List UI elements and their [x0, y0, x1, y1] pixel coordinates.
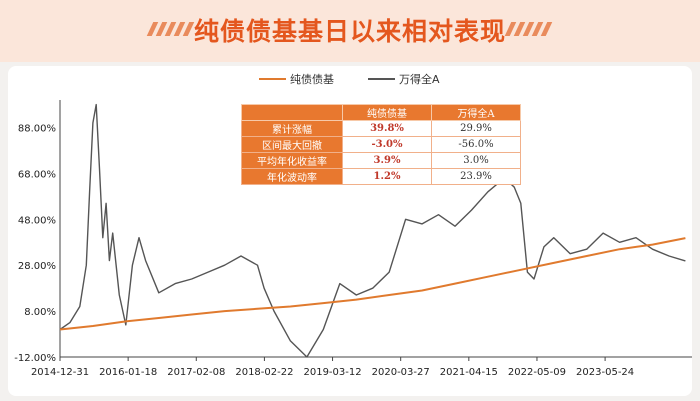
stats-value-index: 29.9% [431, 120, 521, 137]
x-tick-label: 2021-04-15 [440, 367, 498, 378]
legend-label-index: 万得全A [399, 72, 440, 86]
stats-row: 年化波动率 1.2% 23.9% [241, 168, 521, 185]
x-tick-label: 2020-03-27 [372, 367, 430, 378]
stats-header-bond: 纯债债基 [342, 104, 432, 121]
stats-value-index: 3.0% [431, 152, 521, 169]
stats-value-bond: 39.8% [342, 120, 432, 137]
legend-label-bond: 纯债债基 [290, 72, 334, 86]
stats-value-index: -56.0% [431, 136, 521, 153]
header-banner: 纯债债基基日以来相对表现 [0, 0, 700, 62]
y-tick-label: -12.00% [14, 353, 56, 364]
series-line-index [59, 103, 686, 358]
y-tick-label: 68.00% [18, 169, 56, 180]
stats-row-label: 区间最大回撤 [241, 136, 343, 153]
stats-row-label: 年化波动率 [241, 168, 343, 185]
stats-header-row: 纯债债基 万得全A [241, 104, 521, 121]
stats-value-bond: 3.9% [342, 152, 432, 169]
stats-row: 区间最大回撤 -3.0% -56.0% [241, 136, 521, 153]
x-tick-label: 2014-12-31 [31, 367, 89, 378]
stats-value-bond: 1.2% [342, 168, 432, 185]
y-tick-label: 28.00% [18, 261, 56, 272]
x-tick-label: 2018-02-22 [235, 367, 293, 378]
stats-row-label: 累计涨幅 [241, 120, 343, 137]
stats-table: 纯债债基 万得全A 累计涨幅 39.8% 29.9% 区间最大回撤 -3.0% … [241, 104, 521, 185]
stats-value-index: 23.9% [431, 168, 521, 185]
y-tick-label: 48.00% [18, 215, 56, 226]
y-tick-label: 8.00% [24, 307, 56, 318]
x-tick-label: 2019-03-12 [303, 367, 361, 378]
y-tick-label: 88.00% [18, 124, 56, 135]
x-tick-label: 2023-05-24 [576, 367, 634, 378]
stats-value-bond: -3.0% [342, 136, 432, 153]
series-line-bond [59, 237, 686, 331]
x-tick-label: 2017-02-08 [167, 367, 225, 378]
page-title: 纯债债基基日以来相对表现 [193, 17, 506, 46]
stats-row: 累计涨幅 39.8% 29.9% [241, 120, 521, 137]
stats-row-label: 平均年化收益率 [241, 152, 343, 169]
x-tick-label: 2016-01-18 [99, 367, 157, 378]
title-wrap: 纯债债基基日以来相对表现 [0, 12, 700, 48]
stats-header-index: 万得全A [431, 104, 521, 121]
stats-header-corner [241, 104, 343, 121]
stats-row: 平均年化收益率 3.9% 3.0% [241, 152, 521, 169]
x-tick-label: 2022-05-09 [508, 367, 566, 378]
